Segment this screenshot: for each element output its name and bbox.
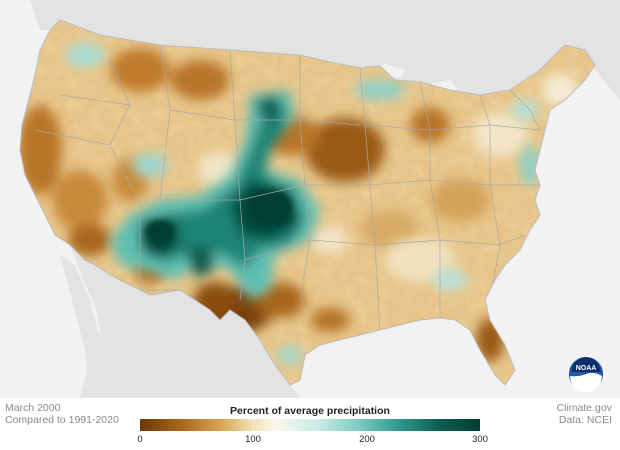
credit-data: Data: NCEI [558,414,612,426]
baja-peninsula [60,255,105,398]
credits: Climate.gov Data: NCEI [557,402,612,426]
wet-core [146,190,292,244]
map-caption: March 2000 Compared to 1991-2020 [5,402,119,426]
credit-source: Climate.gov [556,402,612,414]
legend-color-bar [140,419,480,431]
precipitation-map: NOAA [0,0,620,398]
noaa-logo-icon: NOAA [568,356,604,392]
legend-tick-0: 0 [137,434,143,445]
noaa-logo-text: NOAA [576,365,597,372]
mexico-land [70,245,300,398]
normal-anomalies [198,74,578,282]
map-footer: March 2000 Compared to 1991-2020 Percent… [0,398,620,450]
state-boundaries [34,44,541,331]
legend-tick-300: 300 [472,434,488,445]
legend-tick-200: 200 [359,434,375,445]
canada-land [0,0,620,100]
wet-anomalies [65,43,540,365]
map-period: March 2000 [5,402,61,414]
legend-title: Percent of average precipitation [230,405,390,417]
legend-tick-100: 100 [245,434,261,445]
map-baseline: Compared to 1991-2020 [5,414,119,426]
